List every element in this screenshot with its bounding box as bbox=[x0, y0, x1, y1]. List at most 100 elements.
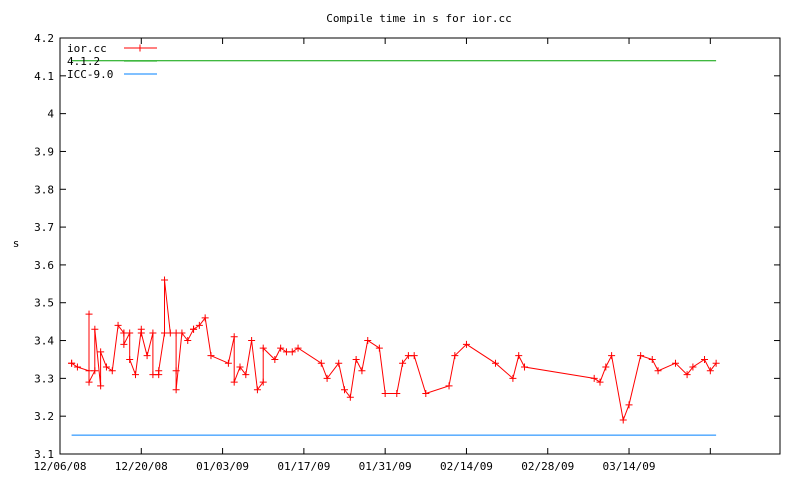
data-point bbox=[288, 348, 296, 356]
data-point bbox=[317, 359, 325, 367]
data-point bbox=[375, 344, 383, 352]
y-axis-label: s bbox=[13, 237, 20, 250]
data-point bbox=[399, 359, 407, 367]
y-tick-label: 3.4 bbox=[34, 335, 54, 348]
data-point bbox=[161, 276, 169, 284]
data-point bbox=[625, 401, 633, 409]
data-point bbox=[248, 337, 256, 345]
x-tick-label: 12/20/08 bbox=[115, 460, 168, 473]
data-point bbox=[393, 389, 401, 397]
data-point bbox=[712, 359, 720, 367]
data-point bbox=[648, 355, 656, 363]
y-tick-label: 3.5 bbox=[34, 297, 54, 310]
data-point bbox=[230, 378, 238, 386]
data-point bbox=[410, 352, 418, 360]
data-point bbox=[637, 352, 645, 360]
data-point bbox=[190, 325, 198, 333]
data-point bbox=[253, 386, 261, 394]
data-point bbox=[608, 352, 616, 360]
data-point bbox=[201, 314, 209, 322]
data-point bbox=[195, 321, 203, 329]
data-point bbox=[689, 363, 697, 371]
data-point bbox=[102, 363, 110, 371]
data-point bbox=[671, 359, 679, 367]
series-line-0 bbox=[71, 279, 717, 422]
data-point bbox=[701, 355, 709, 363]
legend-label-1: 4.1.2 bbox=[67, 55, 100, 68]
data-point bbox=[143, 352, 151, 360]
legend-label-0: ior.cc bbox=[67, 42, 107, 55]
data-point bbox=[706, 367, 714, 375]
data-point bbox=[596, 378, 604, 386]
data-point bbox=[91, 367, 99, 375]
data-point bbox=[126, 329, 134, 337]
data-point bbox=[85, 378, 93, 386]
data-point bbox=[184, 337, 192, 345]
axis-ticks: 3.1 3.2 3.3 3.4 3.5 3.6 3.7 3.8 3.9 4 4.1 4.2 12/06/… bbox=[34, 32, 780, 473]
data-point bbox=[515, 352, 523, 360]
data-point bbox=[346, 393, 354, 401]
data-point bbox=[491, 359, 499, 367]
plot-area bbox=[59, 37, 781, 455]
data-point bbox=[236, 363, 244, 371]
data-point bbox=[224, 359, 232, 367]
data-point bbox=[602, 363, 610, 371]
series-lines bbox=[71, 60, 717, 436]
x-tick-label: 03/14/09 bbox=[603, 460, 656, 473]
y-tick-label: 3.9 bbox=[34, 145, 54, 158]
data-point bbox=[73, 363, 81, 371]
data-point bbox=[422, 389, 430, 397]
data-point bbox=[242, 371, 250, 379]
data-point bbox=[683, 371, 691, 379]
data-point bbox=[619, 416, 627, 424]
y-tick-label: 3.1 bbox=[34, 448, 54, 461]
data-point bbox=[114, 321, 122, 329]
legend-label-2: ICC-9.0 bbox=[67, 68, 113, 81]
data-point bbox=[451, 352, 459, 360]
y-tick-label: 4 bbox=[47, 108, 54, 121]
data-point bbox=[358, 367, 366, 375]
y-tick-label: 3.6 bbox=[34, 259, 54, 272]
data-point bbox=[178, 329, 186, 337]
data-point bbox=[131, 371, 139, 379]
data-point bbox=[155, 367, 163, 375]
x-tick-label: 01/31/09 bbox=[359, 460, 412, 473]
data-points bbox=[68, 276, 720, 424]
data-point bbox=[364, 337, 372, 345]
data-point bbox=[445, 382, 453, 390]
data-point bbox=[590, 374, 598, 382]
data-point bbox=[323, 374, 331, 382]
data-point bbox=[654, 367, 662, 375]
data-point bbox=[259, 378, 267, 386]
y-tick-label: 4.1 bbox=[34, 70, 54, 83]
data-point bbox=[207, 352, 215, 360]
y-tick-label: 3.8 bbox=[34, 183, 54, 196]
data-point bbox=[277, 344, 285, 352]
data-point bbox=[97, 348, 105, 356]
data-point bbox=[271, 355, 279, 363]
data-point bbox=[352, 355, 360, 363]
y-tick-label: 4.2 bbox=[34, 32, 54, 45]
x-tick-label: 02/28/09 bbox=[521, 460, 574, 473]
legend-marker-0 bbox=[136, 44, 144, 52]
data-point bbox=[108, 367, 116, 375]
x-tick-label: 02/14/09 bbox=[440, 460, 493, 473]
chart-title: Compile time in s for ior.cc bbox=[326, 12, 511, 25]
data-point bbox=[462, 340, 470, 348]
x-tick-label: 01/17/09 bbox=[277, 460, 330, 473]
data-point bbox=[381, 389, 389, 397]
y-tick-label: 3.7 bbox=[34, 221, 54, 234]
data-point bbox=[120, 340, 128, 348]
x-tick-label: 12/06/08 bbox=[34, 460, 87, 473]
data-point bbox=[230, 333, 238, 341]
data-point bbox=[335, 359, 343, 367]
data-point bbox=[97, 382, 105, 390]
data-point bbox=[149, 329, 157, 337]
data-point bbox=[341, 386, 349, 394]
data-point bbox=[126, 355, 134, 363]
data-point bbox=[137, 329, 145, 337]
data-point bbox=[172, 367, 180, 375]
data-point bbox=[85, 310, 93, 318]
